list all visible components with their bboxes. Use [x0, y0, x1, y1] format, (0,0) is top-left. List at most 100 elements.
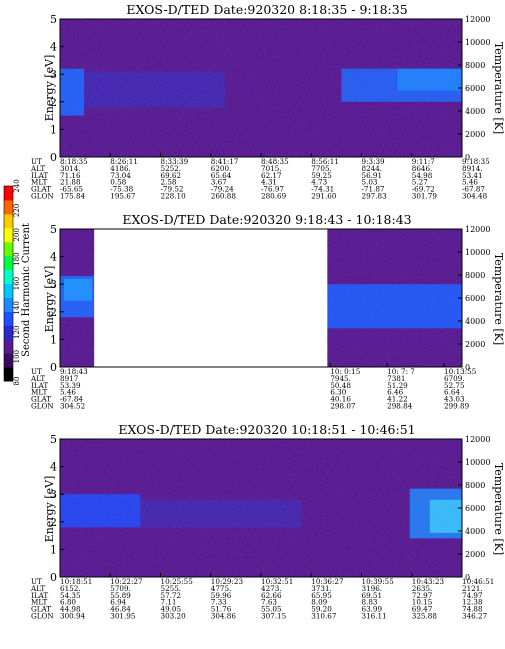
table-cell: 5252.: [161, 164, 182, 173]
table-cell: 303.20: [161, 612, 187, 621]
y-right-tick-label: 10000: [465, 248, 490, 257]
table-cell: 0.58: [110, 178, 126, 187]
table-cell: 8:41:17: [211, 157, 239, 166]
y-tick-label: 4: [50, 461, 57, 474]
table-cell: 5.46: [60, 388, 76, 397]
table-cell: 280.69: [261, 192, 287, 201]
table-cell: 8.83: [362, 598, 378, 607]
table-cell: 304.48: [462, 192, 488, 201]
y-right-tick-label: 12000: [465, 225, 490, 234]
table-cell: 56.91: [362, 171, 383, 180]
table-cell: 3196.: [362, 584, 383, 593]
y-tick-label: 1: [50, 333, 57, 346]
colorbar-segment: [4, 325, 13, 340]
colorbar-segment: [4, 227, 13, 243]
panel-1-ylabel: Energy [eV]: [43, 55, 56, 122]
table-row-label: GLON: [31, 192, 54, 201]
y-right-tick-label: 6000: [465, 84, 485, 93]
table-cell: 10:36:27: [311, 577, 344, 586]
table-cell: 49.05: [161, 605, 182, 614]
table-cell: 59.20: [311, 605, 332, 614]
table-cell: 69.51: [362, 591, 383, 600]
y-tick-label: 0: [50, 361, 57, 374]
table-cell: 8:48:35: [261, 157, 289, 166]
table-cell: 10:18:51: [60, 577, 92, 586]
table-row-label: MLT: [31, 598, 48, 607]
panel-3-title: EXOS-D/TED Date:920320 10:18:51 - 10:46:…: [118, 422, 415, 437]
y-right-tick-label: 4000: [465, 527, 485, 536]
y-right-tick-label: 12000: [465, 435, 490, 444]
table-cell: 10.15: [412, 598, 433, 607]
table-cell: 8:18:35: [60, 157, 88, 166]
table-cell: 7705.: [311, 164, 332, 173]
table-cell: 10:39:55: [362, 577, 395, 586]
table-cell: 53.41: [462, 171, 483, 180]
y-right-tick-label: 0: [465, 153, 470, 162]
table-cell: 7015.: [261, 164, 282, 173]
table-cell: 4.73: [311, 178, 327, 187]
table-cell: 50.48: [330, 381, 351, 390]
y-right-tick-label: 4000: [465, 317, 485, 326]
y-right-tick-label: 0: [465, 363, 470, 372]
table-row-label: UT: [31, 367, 42, 376]
table-cell: 175.84: [60, 192, 86, 201]
table-cell: 10: 0:15: [330, 367, 360, 376]
table-row-label: MLT: [31, 388, 48, 397]
colorbar-segment: [4, 269, 13, 284]
table-cell: -74.31: [311, 185, 334, 194]
table-row-label: ILAT: [31, 171, 48, 180]
table-cell: 54.35: [60, 591, 81, 600]
table-cell: 51.76: [211, 605, 232, 614]
table-cell: 5709.: [110, 584, 131, 593]
table-cell: 2635.: [412, 584, 433, 593]
table-cell: 260.88: [211, 192, 237, 201]
table-cell: 8244.: [362, 164, 383, 173]
table-cell: 65.95: [311, 591, 332, 600]
y-tick-label: 2: [50, 306, 57, 319]
table-cell: 69.47: [412, 605, 433, 614]
table-cell: 307.15: [261, 612, 287, 621]
table-cell: 10:46:51: [462, 577, 494, 586]
table-cell: 195.67: [110, 192, 136, 201]
table-cell: 55.89: [110, 591, 131, 600]
panel-2-ylabel-right: Temperature [K]: [492, 253, 505, 345]
table-cell: 7.11: [161, 598, 177, 607]
table-cell: 51.29: [387, 381, 408, 390]
table-cell: -79.52: [161, 185, 184, 194]
colorbar-segment: [4, 241, 13, 257]
table-cell: 63.99: [362, 605, 383, 614]
data-gap: [94, 229, 328, 367]
table-cell: 7.63: [261, 598, 277, 607]
table-cell: 8.09: [311, 598, 327, 607]
table-cell: 52.75: [444, 381, 465, 390]
y-right-tick-label: 8000: [465, 61, 485, 70]
table-cell: 6.30: [330, 388, 346, 397]
y-right-tick-label: 2000: [465, 550, 485, 559]
table-row-label: GLAT: [31, 185, 51, 194]
panel-1-ylabel-right: Temperature [K]: [492, 42, 505, 134]
table-cell: 298.07: [330, 402, 356, 411]
table-cell: 59.25: [311, 171, 332, 180]
table-cell: 8917: [60, 374, 79, 383]
table-cell: 6.94: [110, 598, 126, 607]
colorbar-tick-label: 160: [13, 277, 21, 290]
colorbar-segment: [4, 311, 13, 326]
colorbar-segment: [4, 213, 13, 229]
table-cell: 65.64: [211, 171, 232, 180]
table-cell: 73.04: [110, 171, 131, 180]
table-cell: 41.22: [387, 395, 408, 404]
table-cell: 8914.: [462, 164, 483, 173]
colorbar-segment: [4, 186, 13, 201]
y-tick-label: 3: [50, 68, 57, 81]
panel-1-title: EXOS-D/TED Date:920320 8:18:35 - 9:18:35: [126, 2, 407, 17]
y-tick-label: 5: [50, 223, 57, 236]
table-cell: 6.46: [387, 388, 403, 397]
y-tick-label: 1: [50, 123, 57, 136]
table-cell: 71.16: [60, 171, 81, 180]
y-right-tick-label: 0: [465, 573, 470, 582]
table-cell: 5.46: [462, 178, 478, 187]
table-cell: 21.88: [60, 178, 81, 187]
y-right-tick-label: 6000: [465, 294, 485, 303]
panel-3-ylabel-right: Temperature [K]: [492, 463, 505, 555]
table-cell: 72.97: [412, 591, 433, 600]
